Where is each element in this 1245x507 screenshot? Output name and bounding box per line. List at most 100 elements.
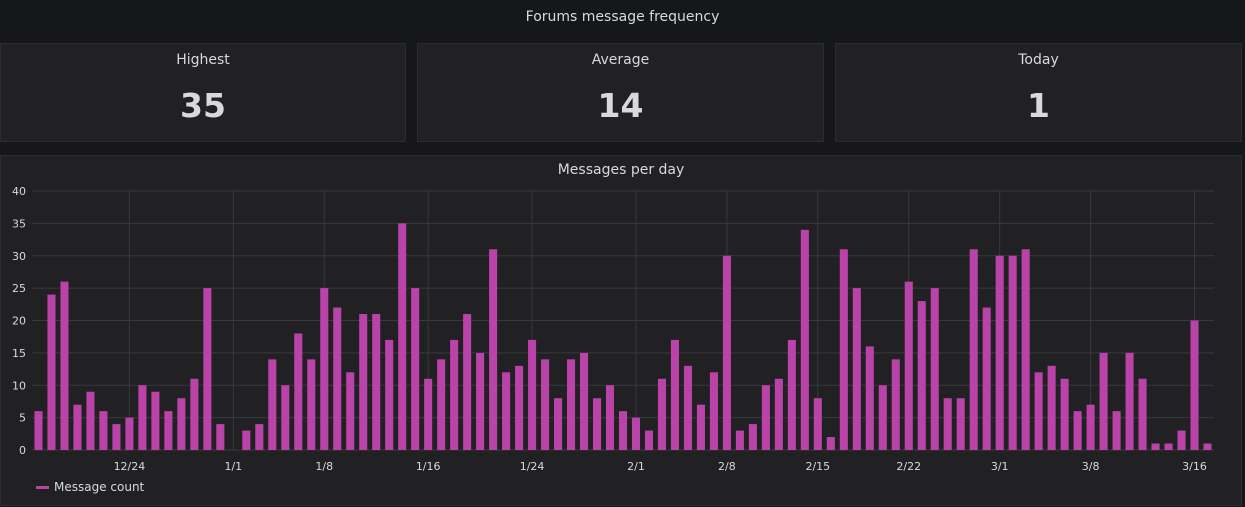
bar[interactable] (1073, 411, 1082, 450)
bar[interactable] (592, 398, 602, 450)
bar[interactable] (618, 411, 628, 450)
bar[interactable] (47, 294, 56, 450)
bar[interactable] (865, 346, 874, 450)
bar[interactable] (1177, 430, 1186, 450)
bar[interactable] (320, 288, 329, 450)
bar[interactable] (605, 385, 615, 450)
y-tick-label: 5 (19, 412, 26, 425)
bar[interactable] (372, 314, 381, 450)
bar[interactable] (112, 424, 121, 450)
bar[interactable] (826, 437, 835, 450)
bar[interactable] (1034, 372, 1043, 450)
bar[interactable] (411, 288, 420, 450)
bar[interactable] (800, 229, 809, 450)
bar[interactable] (1086, 404, 1095, 450)
bar[interactable] (748, 424, 757, 450)
stat-panel-highest[interactable]: Highest 35 (0, 43, 406, 142)
bar[interactable] (86, 391, 95, 450)
bar[interactable] (398, 223, 407, 450)
bar[interactable] (242, 430, 251, 450)
bar[interactable] (437, 359, 446, 450)
bar[interactable] (190, 378, 199, 450)
bar[interactable] (774, 378, 783, 450)
bar[interactable] (333, 307, 342, 450)
bar[interactable] (307, 359, 316, 450)
legend-label: Message count (54, 480, 145, 494)
bar[interactable] (346, 372, 355, 450)
bar[interactable] (1138, 378, 1147, 450)
bar[interactable] (203, 288, 212, 450)
bar[interactable] (60, 281, 69, 450)
bar[interactable] (696, 404, 705, 450)
bar[interactable] (1008, 255, 1017, 450)
y-tick-label: 15 (12, 347, 26, 360)
bar[interactable] (255, 424, 264, 450)
bar[interactable] (281, 385, 290, 450)
bar[interactable] (878, 385, 887, 450)
bar[interactable] (476, 352, 485, 450)
bar[interactable] (99, 411, 108, 450)
stat-panel-today[interactable]: Today 1 (835, 43, 1242, 142)
bar[interactable] (891, 359, 900, 450)
bar[interactable] (683, 365, 692, 450)
bar[interactable] (1151, 443, 1160, 450)
bar[interactable] (567, 359, 576, 450)
bar[interactable] (761, 385, 770, 450)
bar[interactable] (502, 372, 511, 450)
bar[interactable] (554, 398, 563, 450)
bar[interactable] (73, 404, 82, 450)
bar[interactable] (644, 430, 654, 450)
bar[interactable] (151, 391, 160, 450)
bar[interactable] (956, 398, 965, 450)
bar[interactable] (541, 359, 550, 450)
bar[interactable] (1047, 365, 1056, 450)
bar[interactable] (1099, 352, 1108, 450)
bar[interactable] (1190, 320, 1199, 451)
bar[interactable] (580, 352, 589, 450)
bar[interactable] (216, 424, 225, 450)
bar[interactable] (917, 301, 926, 450)
bar[interactable] (1060, 378, 1069, 450)
messages-chart-panel[interactable]: Messages per day 0 5 10 15 20 25 30 35 40 12/24 1/… (0, 155, 1242, 506)
bar[interactable] (930, 288, 939, 450)
bar[interactable] (722, 255, 731, 450)
bar[interactable] (268, 359, 277, 450)
stat-panel-average[interactable]: Average 14 (417, 43, 824, 142)
chart-legend[interactable]: Message count (36, 480, 144, 494)
bar[interactable] (424, 378, 433, 450)
bar[interactable] (34, 411, 43, 450)
bar[interactable] (787, 339, 796, 450)
x-tick-label: 2/22 (896, 460, 921, 473)
bar[interactable] (1112, 411, 1121, 450)
bar[interactable] (489, 249, 498, 450)
messages-chart[interactable]: 0 5 10 15 20 25 30 35 40 12/24 1/1 1/8 1/16 1/24 2/1 2/… (1, 156, 1243, 507)
bar[interactable] (125, 417, 134, 450)
bar[interactable] (359, 314, 368, 450)
bar[interactable] (995, 255, 1004, 450)
bar[interactable] (1203, 443, 1212, 450)
bar[interactable] (839, 249, 848, 450)
bar[interactable] (657, 378, 666, 450)
bar[interactable] (852, 288, 861, 450)
bar[interactable] (943, 398, 952, 450)
bar[interactable] (164, 411, 173, 450)
bar[interactable] (904, 281, 913, 450)
bar[interactable] (294, 333, 303, 450)
bar[interactable] (1164, 443, 1173, 450)
bar[interactable] (385, 339, 394, 450)
bar[interactable] (735, 430, 744, 450)
bar[interactable] (709, 372, 718, 450)
bar[interactable] (813, 398, 822, 450)
bar[interactable] (177, 398, 186, 450)
bar[interactable] (631, 417, 641, 450)
bar[interactable] (1021, 249, 1030, 450)
bar[interactable] (138, 385, 147, 450)
bar[interactable] (1125, 352, 1134, 450)
bar[interactable] (969, 249, 978, 450)
bar[interactable] (450, 339, 459, 450)
bar[interactable] (528, 339, 537, 450)
bar[interactable] (515, 365, 524, 450)
bar[interactable] (670, 339, 679, 450)
bar[interactable] (982, 307, 991, 450)
bar[interactable] (463, 314, 472, 450)
